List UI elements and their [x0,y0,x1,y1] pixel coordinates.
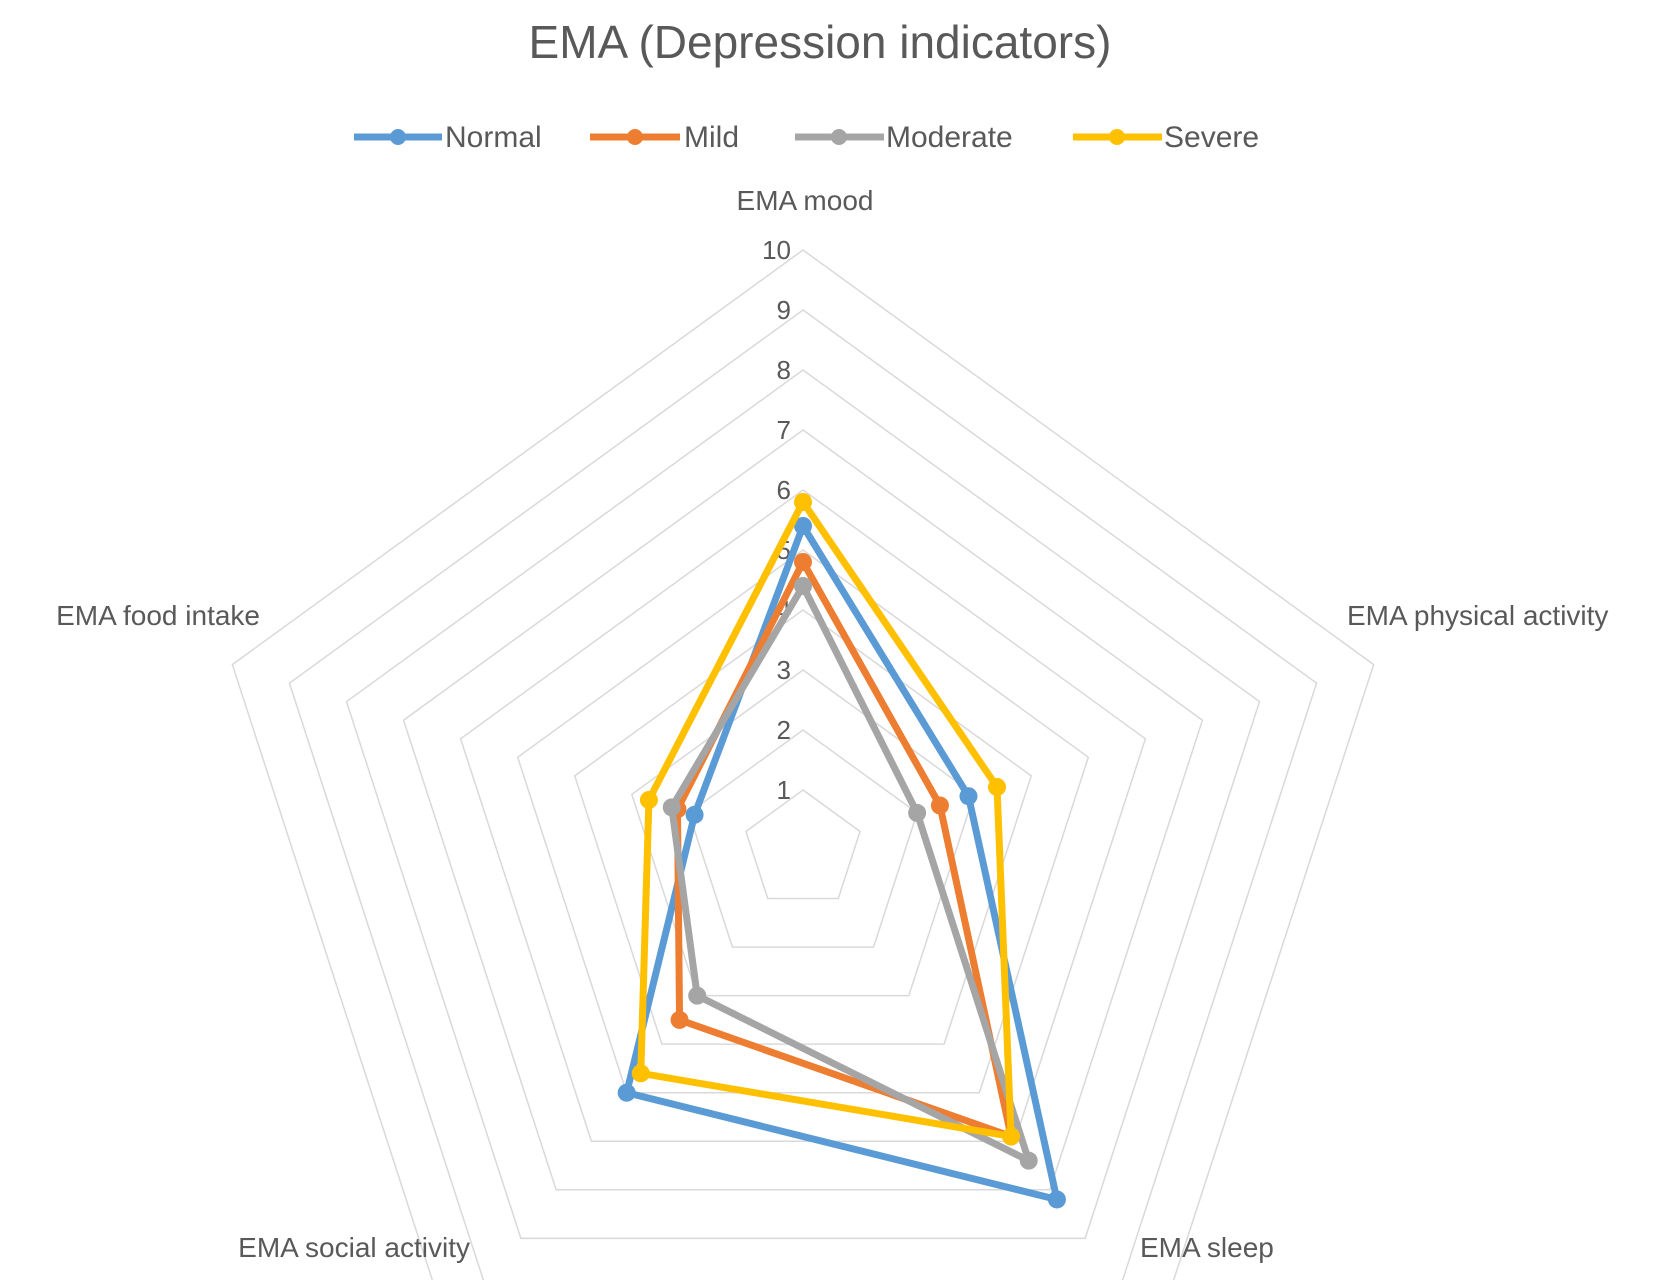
grid-ring-1 [745,789,861,900]
grid-ring-8 [345,369,1261,1240]
axis-label-food-intake: EMA food intake [56,600,260,631]
tick-label-2: 2 [777,715,791,745]
legend-label-moderate: Moderate [886,121,1013,154]
data-point-severe-1 [794,493,812,511]
data-point-normal-2 [959,787,978,806]
tick-label-7: 7 [777,415,791,445]
series-severe [631,493,1021,1146]
series-group [617,493,1066,1209]
legend-label-mild: Mild [684,121,739,154]
data-point-normal-5 [685,805,704,824]
legend-marker-mild [627,129,643,145]
series-normal [617,517,1066,1209]
radial-ticks: 1 2 3 4 5 6 7 8 9 10 [762,235,791,805]
tick-label-6: 6 [777,475,791,505]
tick-label-9: 9 [777,295,791,325]
grid-ring-5 [516,549,1090,1094]
series-line-moderate [668,582,1033,1165]
grid-ring-2 [687,729,919,948]
series-mild [668,553,1021,1146]
tick-label-1: 1 [777,775,791,805]
data-point-moderate-3 [1019,1151,1038,1170]
data-point-severe-2 [988,777,1007,796]
legend-marker-normal [390,129,406,145]
data-point-moderate-1 [794,577,812,595]
data-point-severe-3 [1002,1127,1021,1146]
legend: Normal Mild Moderate Severe [354,121,1259,154]
data-point-mild-2 [930,796,949,815]
grid-ring-10 [231,249,1375,1280]
tick-label-3: 3 [777,655,791,685]
legend-label-normal: Normal [445,121,542,154]
grid-ring-9 [288,309,1318,1280]
legend-item-moderate: Moderate [795,121,1013,154]
axis-label-mood: EMA mood [737,185,874,216]
tick-label-10: 10 [762,235,791,265]
series-line-normal [623,522,1061,1203]
data-point-mild-1 [794,553,812,571]
radar-grid [231,249,1375,1280]
data-point-mild-4 [670,1010,689,1029]
legend-label-severe: Severe [1164,121,1259,154]
grid-ring-6 [459,489,1147,1142]
axis-label-sleep: EMA sleep [1140,1232,1274,1263]
series-moderate [662,577,1038,1170]
grid-ring-7 [402,429,1204,1191]
data-point-moderate-4 [688,986,707,1005]
grid-ring-4 [573,609,1033,1045]
legend-marker-severe [1109,129,1125,145]
legend-item-mild: Mild [590,121,739,154]
data-point-moderate-5 [662,798,681,817]
axis-label-physical-activity: EMA physical activity [1347,600,1608,631]
axis-labels: EMA mood EMA physical activity EMA sleep… [56,185,1608,1263]
series-line-severe [637,498,1015,1140]
data-point-severe-5 [639,790,658,809]
chart-title: EMA (Depression indicators) [529,16,1112,68]
data-point-moderate-2 [908,803,927,822]
tick-label-8: 8 [777,355,791,385]
data-point-severe-4 [631,1064,650,1083]
legend-marker-moderate [831,129,847,145]
data-point-normal-4 [617,1083,636,1102]
data-point-normal-1 [794,517,812,535]
axis-label-social-activity: EMA social activity [238,1232,470,1263]
legend-item-normal: Normal [354,121,542,154]
legend-item-severe: Severe [1073,121,1259,154]
data-point-normal-3 [1047,1190,1066,1209]
